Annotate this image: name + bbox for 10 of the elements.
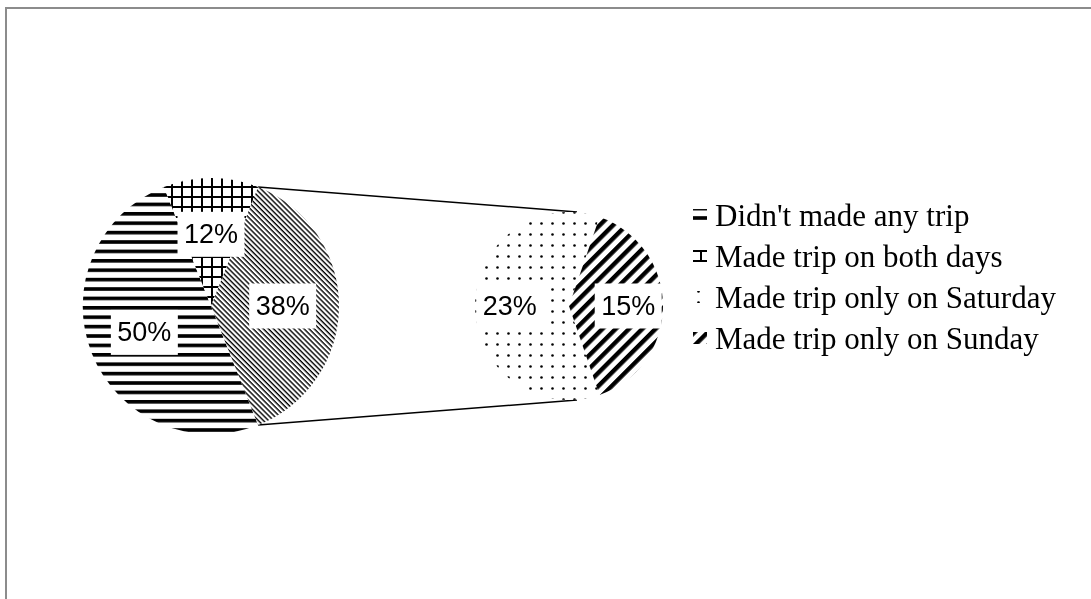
- legend-label: Made trip only on Saturday: [715, 279, 1057, 315]
- data-label: 23%: [482, 291, 537, 321]
- pie-slice: [82, 186, 259, 435]
- data-label: 50%: [117, 317, 172, 348]
- legend-label: Didn't made any trip: [715, 197, 970, 233]
- data-label: 38%: [255, 291, 310, 321]
- data-label: 15%: [601, 291, 656, 321]
- data-label: 12%: [183, 219, 239, 250]
- legend-label: Made trip on both days: [715, 238, 1003, 274]
- legend-label: Made trip only on Sunday: [715, 320, 1040, 356]
